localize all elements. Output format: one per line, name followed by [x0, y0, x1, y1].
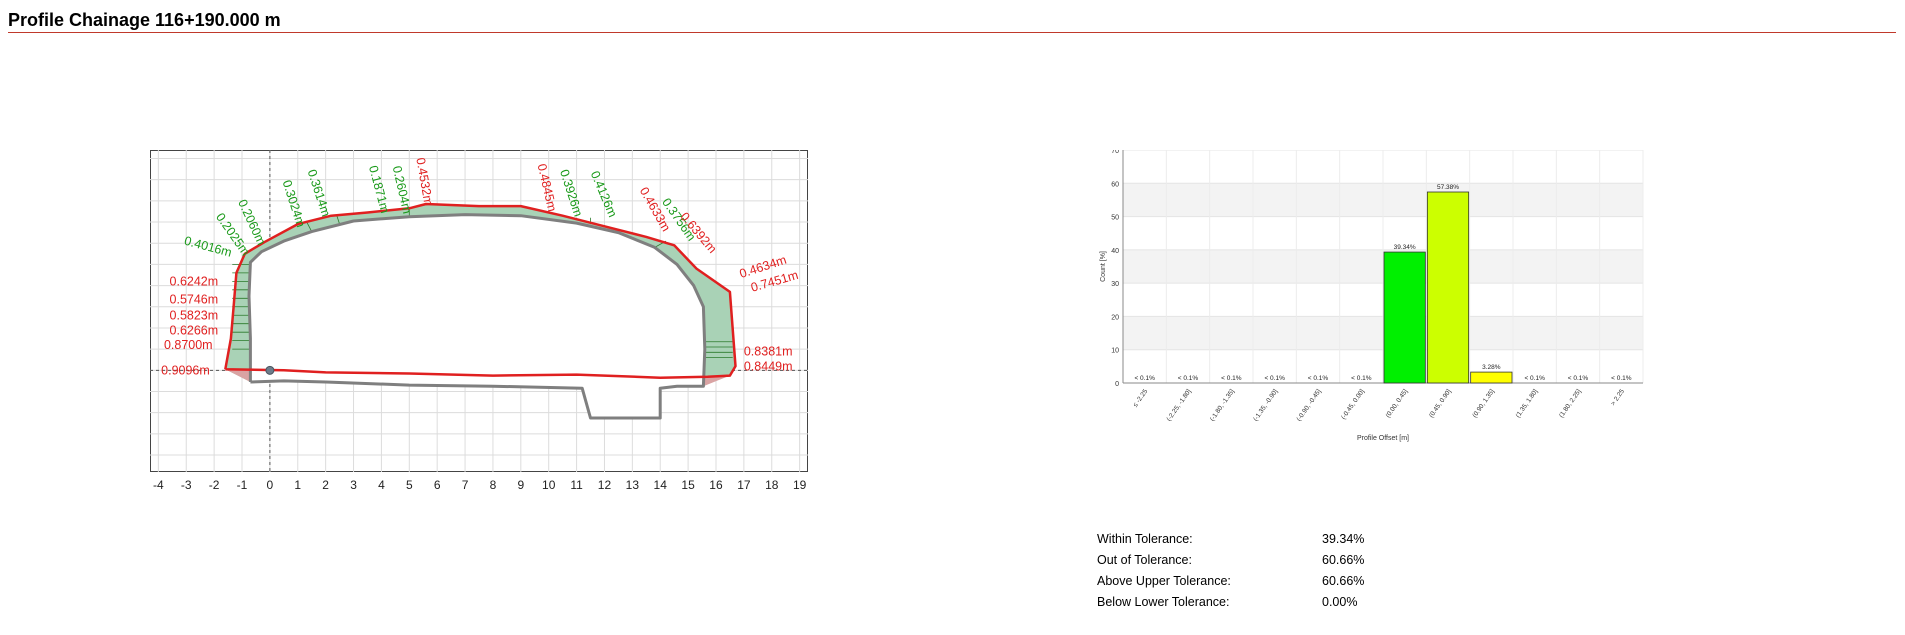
- x-tick-label: 2: [322, 478, 329, 492]
- x-tick-label: 12: [598, 478, 612, 492]
- y-tick-label: 50: [1111, 215, 1119, 222]
- x-tick-label: 11: [570, 478, 583, 492]
- profile-chart: -4-3-2-1012345678910111213141516171819-4…: [150, 150, 808, 492]
- offset-annotation: 0.6266m: [170, 323, 219, 337]
- x-tick-label: -2: [209, 478, 220, 492]
- stat-value: 39.34%: [1322, 532, 1365, 546]
- bar-value-label: 39.34%: [1394, 244, 1416, 251]
- x-tick-label: 15: [681, 478, 695, 492]
- stat-row-below: Below Lower Tolerance: 0.00%: [1097, 595, 1497, 616]
- stat-value: 0.00%: [1322, 595, 1358, 609]
- offset-annotation: 0.8700m: [164, 338, 213, 352]
- bar-value-label: < 0.1%: [1264, 375, 1285, 382]
- y-tick-label: 10: [1111, 348, 1119, 355]
- bar-value-label: 3.28%: [1482, 364, 1501, 371]
- x-tick-label: (-0.45, 0.00]: [1340, 388, 1366, 421]
- x-tick-label: 0: [267, 478, 274, 492]
- x-tick-label: (1.35, 1.80]: [1515, 388, 1540, 419]
- y-tick-label: 40: [1111, 248, 1119, 255]
- x-tick-label: 9: [517, 478, 524, 492]
- x-tick-label: (-1.80, -1.35]: [1209, 388, 1236, 423]
- x-tick-label: 18: [765, 478, 779, 492]
- tunnel-interior: [249, 214, 705, 418]
- histogram-chart: 0 10 20 30 40 50 60 70 < 0.1% ≤ -2.25 < 0.1% (-2.25…: [1100, 150, 1644, 442]
- x-axis-title: Profile Offset [m]: [1357, 435, 1409, 442]
- offset-annotation: 0.5746m: [170, 293, 219, 307]
- stat-value: 60.66%: [1322, 574, 1365, 588]
- x-tick-label: 3: [350, 478, 357, 492]
- origin-marker: [265, 365, 275, 375]
- page-header: Profile Chainage 116+190.000 m: [8, 9, 1896, 33]
- x-tick-label: -4: [153, 478, 164, 492]
- design-profile-line: [224, 202, 737, 379]
- histogram-bar: [1383, 251, 1426, 384]
- tolerance-stats: Within Tolerance: 39.34% Out of Toleranc…: [1097, 532, 1497, 616]
- y-tick-label: 60: [1111, 181, 1119, 188]
- y-tick-label: 20: [1111, 314, 1119, 321]
- x-tick-label: 14: [654, 478, 668, 492]
- x-tick-label: 1: [294, 478, 301, 492]
- bar-value-label: < 0.1%: [1308, 375, 1329, 382]
- offset-annotation: 0.6242m: [170, 275, 219, 289]
- stat-label: Out of Tolerance:: [1097, 553, 1192, 567]
- x-tick-label: 8: [490, 478, 497, 492]
- stat-value: 60.66%: [1322, 553, 1365, 567]
- x-tick-label: 17: [737, 478, 751, 492]
- histogram-bar: [1470, 371, 1513, 384]
- offset-annotation: 0.9096m: [161, 364, 210, 378]
- bar-value-label: < 0.1%: [1351, 375, 1372, 382]
- y-tick-label: 0: [1115, 381, 1119, 388]
- x-tick-label: 10: [542, 478, 556, 492]
- x-tick-label: 19: [793, 478, 807, 492]
- x-tick-label: (1.80, 2.25]: [1558, 388, 1583, 419]
- scan-profile-line: [247, 213, 707, 420]
- y-tick-label: 70: [1111, 150, 1119, 155]
- x-tick-label: (-0.90, -0.45]: [1296, 388, 1323, 423]
- offset-hatch: [336, 215, 340, 225]
- offset-annotation: 0.8381m: [744, 344, 793, 358]
- x-tick-label: (-2.25, -1.80]: [1166, 388, 1193, 423]
- page-title: Profile Chainage 116+190.000 m: [8, 10, 281, 30]
- x-tick-label: -1: [237, 478, 248, 492]
- x-tick-label: -3: [181, 478, 192, 492]
- bar-value-label: < 0.1%: [1524, 375, 1545, 382]
- stat-row-within: Within Tolerance: 39.34%: [1097, 532, 1497, 553]
- histogram-bar: [1426, 191, 1470, 384]
- x-tick-label: (-1.35, -0.90]: [1252, 388, 1279, 423]
- x-tick-label: (0.90, 1.35]: [1471, 388, 1496, 419]
- x-tick-label: (0.00, 0.45]: [1385, 388, 1410, 419]
- bar-value-label: < 0.1%: [1134, 375, 1155, 382]
- y-tick-label: 30: [1111, 281, 1119, 288]
- offset-annotation: 0.8449m: [744, 359, 793, 373]
- x-tick-label: 5: [406, 478, 413, 492]
- x-tick-label: 13: [626, 478, 640, 492]
- stat-label: Above Upper Tolerance:: [1097, 574, 1231, 588]
- x-tick-label: 16: [709, 478, 723, 492]
- x-tick-label: > 2.25: [1610, 388, 1626, 407]
- bar-value-label: < 0.1%: [1611, 375, 1632, 382]
- x-tick-label: ≤ -2.25: [1132, 388, 1150, 409]
- bar-value-label: 57.38%: [1437, 184, 1459, 191]
- x-tick-label: 4: [378, 478, 385, 492]
- bar-value-label: < 0.1%: [1568, 375, 1589, 382]
- offset-annotation: 0.5823m: [170, 308, 219, 322]
- stat-label: Within Tolerance:: [1097, 532, 1193, 546]
- x-tick-label: 6: [434, 478, 441, 492]
- x-tick-label: 7: [462, 478, 469, 492]
- y-axis-title: Count [%]: [1100, 251, 1107, 282]
- bar-value-label: < 0.1%: [1178, 375, 1199, 382]
- stat-row-out: Out of Tolerance: 60.66%: [1097, 553, 1497, 574]
- bar-value-label: < 0.1%: [1221, 375, 1242, 382]
- stat-label: Below Lower Tolerance:: [1097, 595, 1230, 609]
- stat-row-above: Above Upper Tolerance: 60.66%: [1097, 574, 1497, 595]
- x-tick-label: (0.45, 0.90]: [1428, 388, 1453, 419]
